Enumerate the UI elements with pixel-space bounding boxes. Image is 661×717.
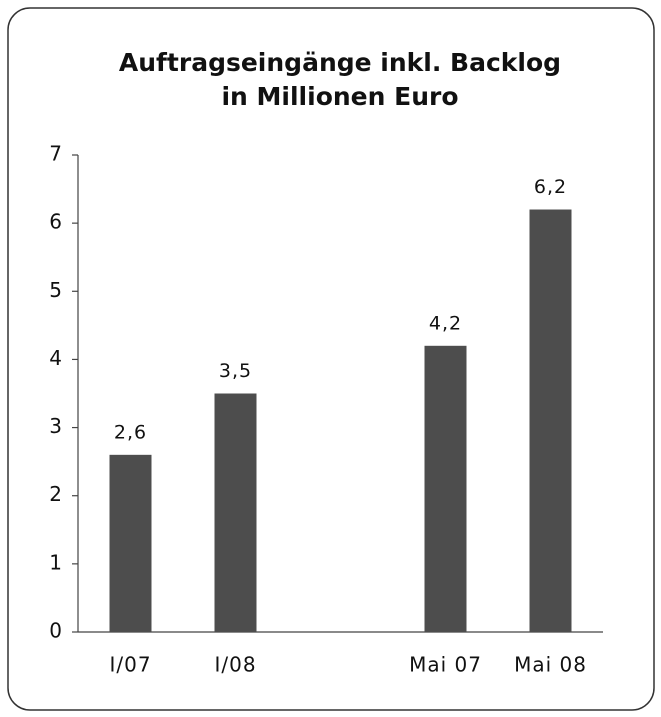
y-tick-label: 0 xyxy=(49,619,62,643)
chart-frame xyxy=(7,7,655,711)
value-label: 2,6 xyxy=(114,421,147,443)
bar xyxy=(529,209,572,632)
y-tick-label: 7 xyxy=(49,142,62,166)
chart-title: Auftragseingänge inkl. Backlog xyxy=(119,48,561,77)
bar xyxy=(214,393,257,632)
y-tick-label: 3 xyxy=(49,414,62,438)
value-label: 4,2 xyxy=(429,312,462,334)
value-label: 6,2 xyxy=(534,176,567,198)
y-tick-label: 2 xyxy=(49,482,62,506)
x-tick-label: Mai 07 xyxy=(409,653,482,677)
x-tick-label: I/08 xyxy=(214,653,256,677)
y-tick-label: 6 xyxy=(49,210,62,234)
chart-title: in Millionen Euro xyxy=(221,82,458,111)
y-tick-label: 1 xyxy=(49,550,62,574)
y-tick-label: 5 xyxy=(49,278,62,302)
x-tick-label: Mai 08 xyxy=(514,653,587,677)
bar xyxy=(109,454,152,632)
bar xyxy=(424,345,467,632)
x-tick-label: I/07 xyxy=(109,653,151,677)
y-tick-label: 4 xyxy=(49,346,62,370)
value-label: 3,5 xyxy=(219,360,252,382)
